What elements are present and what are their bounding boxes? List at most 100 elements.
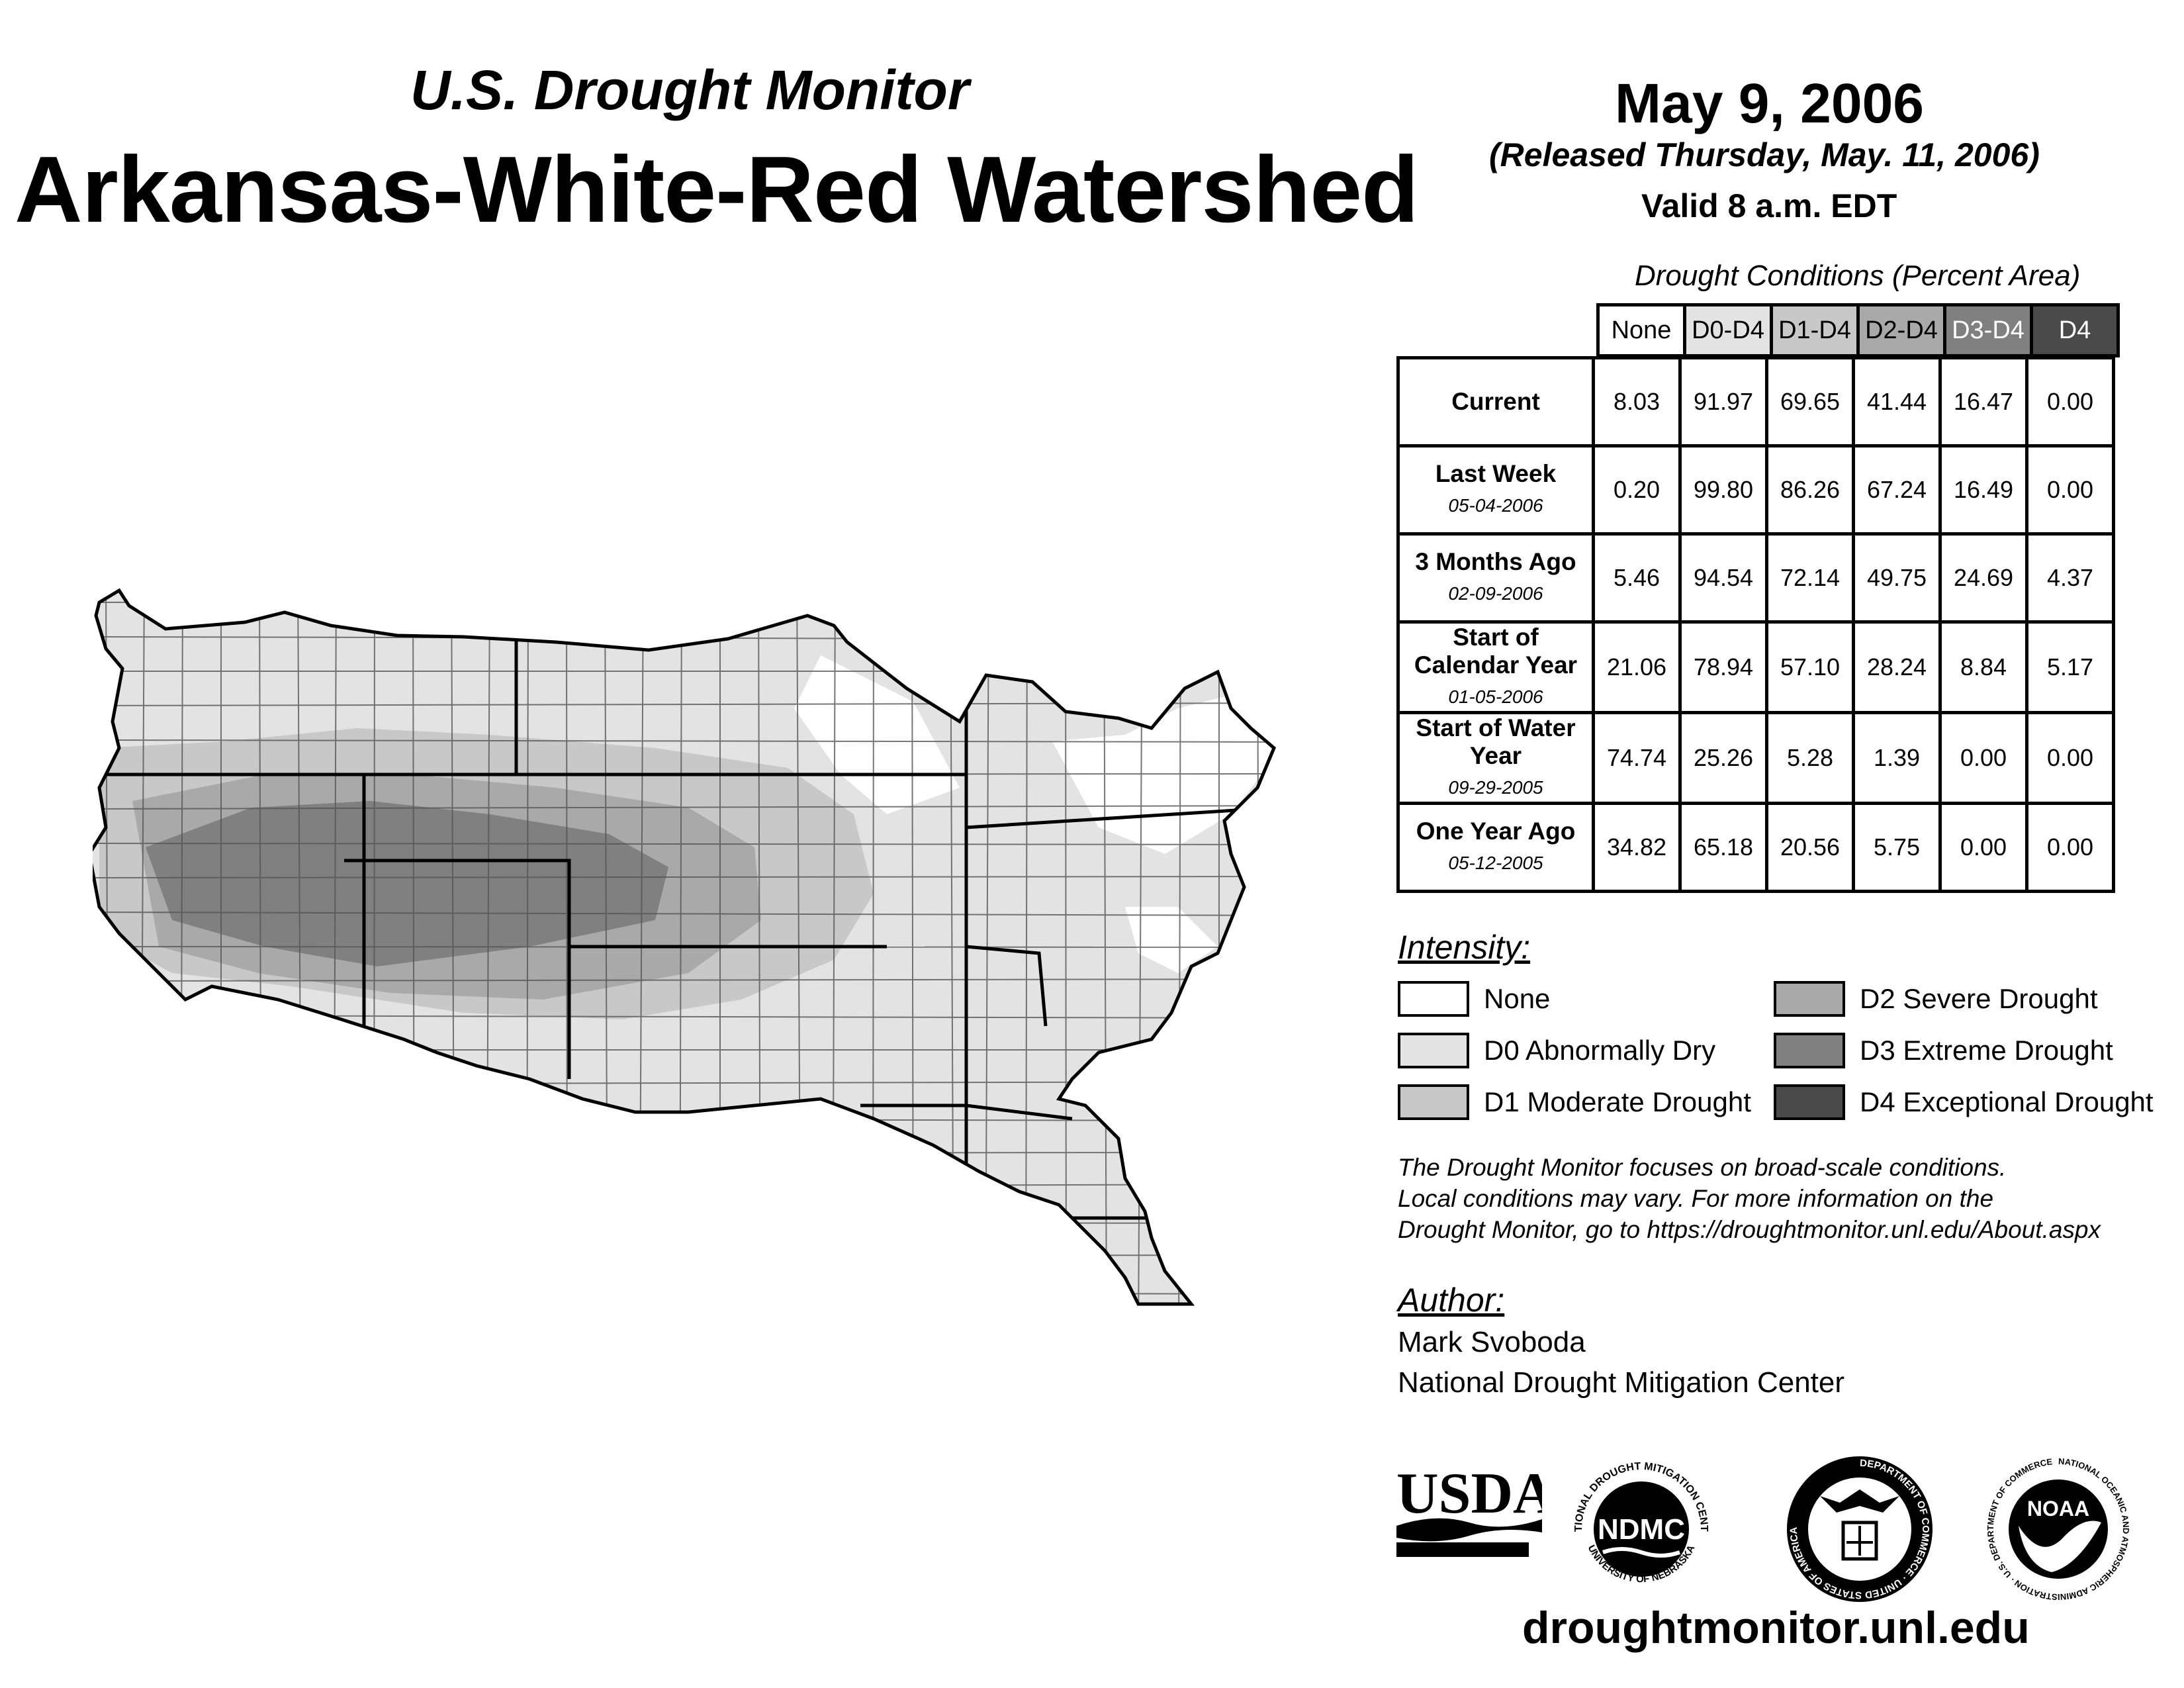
table-cell: 24.69 <box>1938 532 2028 624</box>
row-label: Start of Calendar Year 01-05-2006 <box>1396 620 1595 714</box>
row-date: 02-09-2006 <box>1448 583 1543 604</box>
row-label-text: Current <box>1451 388 1540 415</box>
legend-swatch <box>1774 981 1845 1017</box>
table-cell: 1.39 <box>1852 711 1942 805</box>
legend-item: D4 Exceptional Drought <box>1774 1084 2154 1120</box>
col-header-d2-d4: D2-D4 <box>1856 303 1946 357</box>
col-header-d3-d4: D3-D4 <box>1943 303 2033 357</box>
row-label-text: One Year Ago <box>1416 818 1576 845</box>
note-line-3: Drought Monitor, go to https://droughtmo… <box>1398 1216 2101 1243</box>
table-cell: 0.00 <box>2025 802 2115 893</box>
legend-label: D1 Moderate Drought <box>1484 1086 1751 1117</box>
legend-swatch <box>1774 1033 1845 1068</box>
table-cell: 21.06 <box>1592 620 1682 714</box>
table-cell: 0.00 <box>1938 711 2028 805</box>
col-header-d1-d4: D1-D4 <box>1770 303 1860 357</box>
table-cell: 67.24 <box>1852 444 1942 536</box>
table-row: Current 8.03 91.97 69.65 41.44 16.47 0.00 <box>1396 356 2115 447</box>
table-cell: 78.94 <box>1678 620 1768 714</box>
table-cell: 34.82 <box>1592 802 1682 893</box>
table-cell: 25.26 <box>1678 711 1768 805</box>
table-row: Start of Water Year 09-29-2005 74.74 25.26 5… <box>1396 711 2115 805</box>
table-row: One Year Ago 05-12-2005 34.82 65.18 20.56 5.7… <box>1396 802 2115 893</box>
table-cell: 72.14 <box>1765 532 1855 624</box>
row-label-text: 3 Months Ago <box>1415 548 1576 575</box>
map-subtitle: U.S. Drought Monitor <box>410 59 970 121</box>
map-date: May 9, 2006 <box>1615 72 1925 134</box>
table-cell: 0.20 <box>1592 444 1682 536</box>
table-cell: 4.37 <box>2025 532 2115 624</box>
note-line-2: Local conditions may vary. For more info… <box>1398 1185 1994 1212</box>
table-cell: 5.28 <box>1765 711 1855 805</box>
svg-text:NOAA: NOAA <box>2027 1497 2089 1521</box>
author-title: Author: <box>1398 1282 1505 1319</box>
legend-label: D3 Extreme Drought <box>1860 1035 2113 1066</box>
table-cell: 0.00 <box>2025 356 2115 447</box>
row-label-text: Last Week <box>1435 460 1557 487</box>
table-cell: 0.00 <box>2025 444 2115 536</box>
none-area-arkansas <box>1125 907 1218 973</box>
svg-text:USDA: USDA <box>1396 1462 1542 1526</box>
noaa-logo: NOAA NATIONAL OCEANIC AND ATMOSPHERIC AD… <box>1985 1456 2131 1602</box>
row-label: Last Week 05-04-2006 <box>1396 444 1595 536</box>
table-cell: 49.75 <box>1852 532 1942 624</box>
table-cell: 5.75 <box>1852 802 1942 893</box>
table-row: 3 Months Ago 02-09-2006 5.46 94.54 72.14 49.7… <box>1396 532 2115 624</box>
watershed-outline <box>93 588 1277 1306</box>
legend-item: D3 Extreme Drought <box>1774 1033 2113 1068</box>
commerce-seal-logo: DEPARTMENT OF COMMERCE · UNITED STATES O… <box>1787 1456 1933 1602</box>
table-cell: 0.00 <box>2025 711 2115 805</box>
legend-swatch <box>1398 1033 1469 1068</box>
svg-text:NDMC: NDMC <box>1598 1513 1685 1546</box>
usda-logo: USDA <box>1396 1462 1542 1557</box>
row-label: Current <box>1396 356 1595 447</box>
legend-title: Intensity: <box>1398 929 1531 966</box>
table-cell: 91.97 <box>1678 356 1768 447</box>
website-url: droughtmonitor.unl.edu <box>1522 1603 2030 1653</box>
col-header-d0-d4: D0-D4 <box>1683 303 1773 357</box>
legend-swatch <box>1398 981 1469 1017</box>
author-org: National Drought Mitigation Center <box>1398 1366 1845 1399</box>
legend-swatch <box>1398 1084 1469 1120</box>
table-cell: 69.65 <box>1765 356 1855 447</box>
col-header-d4: D4 <box>2030 303 2120 357</box>
row-date: 01-05-2006 <box>1448 686 1543 707</box>
row-date: 05-04-2006 <box>1448 495 1543 516</box>
conditions-table: Current 8.03 91.97 69.65 41.44 16.47 0.00 Last … <box>1396 356 2115 893</box>
legend-label: D2 Severe Drought <box>1860 983 2098 1014</box>
watershed-map <box>93 588 1277 1306</box>
legend-item: D0 Abnormally Dry <box>1398 1033 1715 1068</box>
table-row: Start of Calendar Year 01-05-2006 21.06 78.… <box>1396 620 2115 714</box>
table-cell: 41.44 <box>1852 356 1942 447</box>
disclaimer-note: The Drought Monitor focuses on broad-sca… <box>1398 1152 2101 1245</box>
note-line-1: The Drought Monitor focuses on broad-sca… <box>1398 1154 2007 1181</box>
row-label: 3 Months Ago 02-09-2006 <box>1396 532 1595 624</box>
row-label-text: Start of Calendar Year <box>1414 624 1578 679</box>
table-row: Last Week 05-04-2006 0.20 99.80 86.26 67.24 16… <box>1396 444 2115 536</box>
table-cell: 57.10 <box>1765 620 1855 714</box>
table-cell: 20.56 <box>1765 802 1855 893</box>
table-title: Drought Conditions (Percent Area) <box>1635 259 2081 292</box>
table-header: None D0-D4 D1-D4 D2-D4 D3-D4 D4 <box>1596 303 2120 357</box>
legend-label: D0 Abnormally Dry <box>1484 1035 1716 1066</box>
table-cell: 65.18 <box>1678 802 1768 893</box>
legend-item: None <box>1398 981 1550 1017</box>
table-cell: 94.54 <box>1678 532 1768 624</box>
row-label: One Year Ago 05-12-2005 <box>1396 802 1595 893</box>
row-date: 09-29-2005 <box>1448 777 1543 798</box>
row-label: Start of Water Year 09-29-2005 <box>1396 711 1595 805</box>
legend-label: D4 Exceptional Drought <box>1860 1086 2154 1117</box>
table-cell: 86.26 <box>1765 444 1855 536</box>
table-cell: 0.00 <box>1938 802 2028 893</box>
valid-time: Valid 8 a.m. EDT <box>1641 187 1897 224</box>
legend-item: D1 Moderate Drought <box>1398 1084 1751 1120</box>
map-title: Arkansas-White-Red Watershed <box>15 137 1419 242</box>
author-name: Mark Svoboda <box>1398 1326 1586 1358</box>
table-cell: 8.84 <box>1938 620 2028 714</box>
col-header-none: None <box>1596 303 1686 357</box>
table-cell: 5.17 <box>2025 620 2115 714</box>
table-cell: 8.03 <box>1592 356 1682 447</box>
table-cell: 16.47 <box>1938 356 2028 447</box>
legend-item: D2 Severe Drought <box>1774 981 2098 1017</box>
legend-swatch <box>1774 1084 1845 1120</box>
